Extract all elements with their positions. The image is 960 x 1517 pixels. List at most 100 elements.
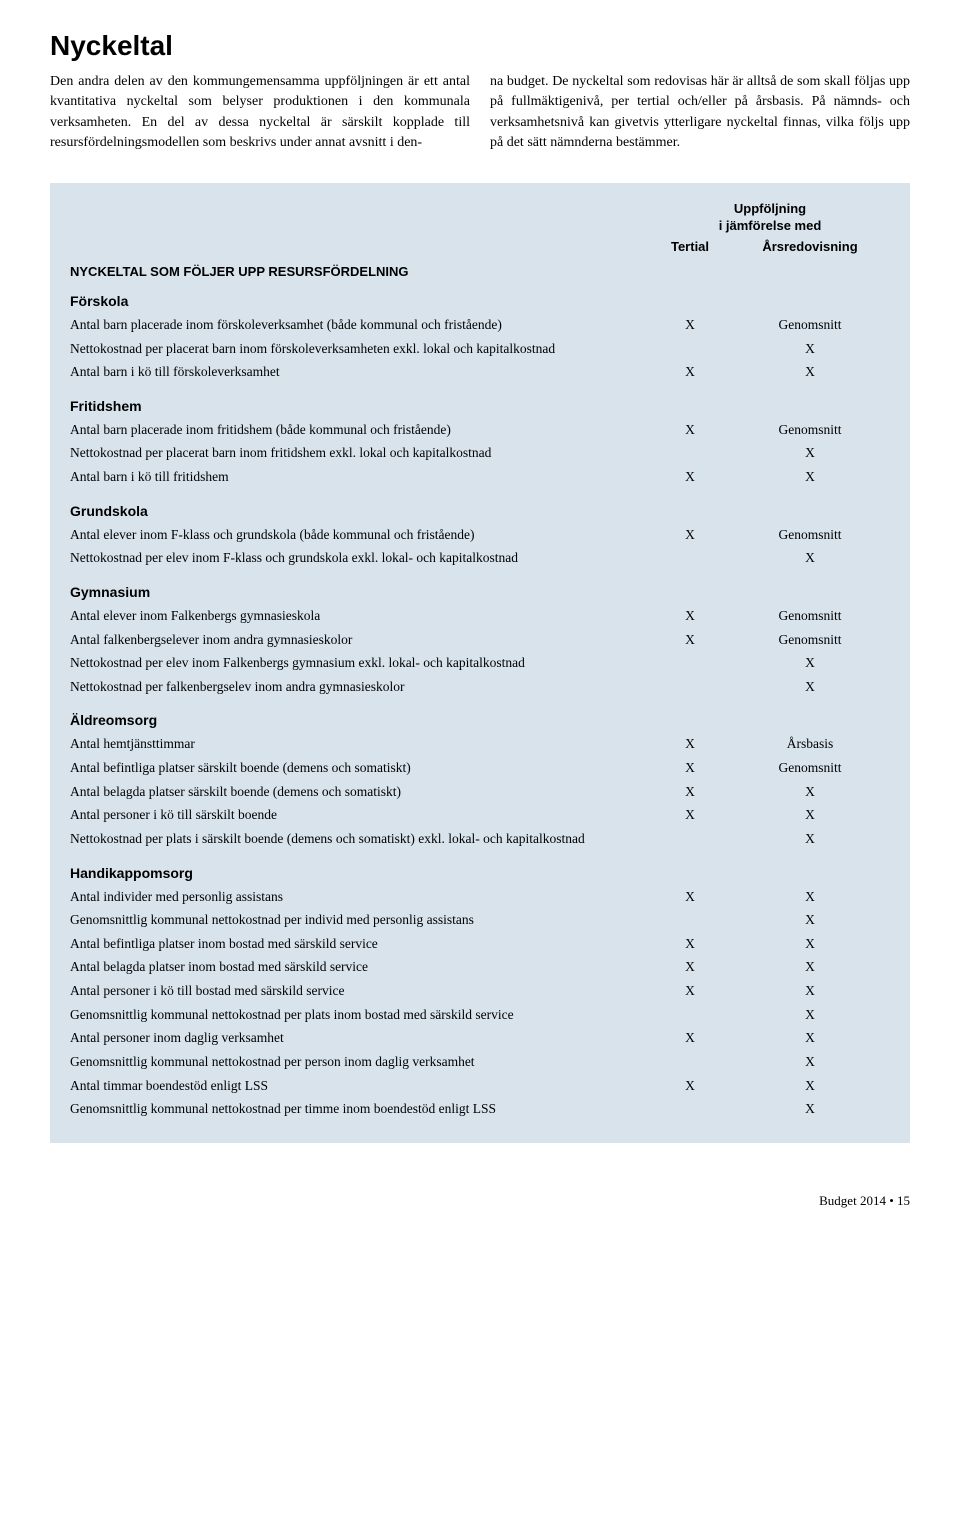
table-row: Antal hemtjänsttimmarXÅrsbasis [70, 732, 890, 756]
row-tertial: X [650, 523, 730, 547]
row-label: Antal barn placerade inom fritidshem (bå… [70, 418, 650, 442]
table-row: Genomsnittlig kommunal nettokostnad per … [70, 1050, 890, 1074]
row-label: Antal personer inom daglig verksamhet [70, 1026, 650, 1050]
row-label: Antal personer i kö till särskilt boende [70, 803, 650, 827]
row-tertial: X [650, 360, 730, 384]
row-tertial: X [650, 1074, 730, 1098]
row-arsred: X [730, 932, 890, 956]
row-label: Antal personer i kö till bostad med särs… [70, 979, 650, 1003]
row-label: Antal timmar boendestöd enligt LSS [70, 1074, 650, 1098]
table-row: Antal timmar boendestöd enligt LSSXX [70, 1074, 890, 1098]
group-title: Förskola [70, 293, 890, 309]
row-tertial: X [650, 803, 730, 827]
table-subheader-row: Tertial Årsredovisning [70, 239, 890, 254]
table-row: Antal falkenbergselever inom andra gymna… [70, 628, 890, 652]
table-row: Genomsnittlig kommunal nettokostnad per … [70, 1003, 890, 1027]
row-arsred: X [730, 885, 890, 909]
row-label: Antal hemtjänsttimmar [70, 732, 650, 756]
col-header-arsred: Årsredovisning [730, 239, 890, 254]
table-row: Nettokostnad per placerat barn inom frit… [70, 441, 890, 465]
groups-container: Förskola Antal barn placerade inom försko… [70, 293, 890, 1121]
col-header-tertial: Tertial [650, 239, 730, 254]
row-arsred: Genomsnitt [730, 756, 890, 780]
row-label: Nettokostnad per elev inom F-klass och g… [70, 546, 650, 570]
row-arsred: X [730, 1003, 890, 1027]
row-arsred: X [730, 441, 890, 465]
table-row: Antal befintliga platser inom bostad med… [70, 932, 890, 956]
row-arsred: Genomsnitt [730, 313, 890, 337]
table-row: Antal barn placerade inom fritidshem (bå… [70, 418, 890, 442]
page-title: Nyckeltal [50, 30, 910, 62]
table-row: Nettokostnad per plats i särskilt boende… [70, 827, 890, 851]
row-arsred: X [730, 908, 890, 932]
row-label: Antal elever inom Falkenbergs gymnasiesk… [70, 604, 650, 628]
row-label: Antal elever inom F-klass och grundskola… [70, 523, 650, 547]
row-arsred: X [730, 979, 890, 1003]
page-footer: Budget 2014 • 15 [50, 1193, 910, 1209]
row-arsred: Årsbasis [730, 732, 890, 756]
row-arsred: X [730, 1074, 890, 1098]
table-row: Antal personer inom daglig verksamhetXX [70, 1026, 890, 1050]
row-arsred: X [730, 360, 890, 384]
row-label: Antal barn placerade inom förskoleverksa… [70, 313, 650, 337]
intro-col-right: na budget. De nyckeltal som redovisas hä… [490, 72, 910, 153]
row-label: Antal belagda platser inom bostad med sä… [70, 955, 650, 979]
row-label: Nettokostnad per elev inom Falkenbergs g… [70, 651, 650, 675]
group-title: Grundskola [70, 503, 890, 519]
row-tertial: X [650, 1026, 730, 1050]
table-row: Antal elever inom Falkenbergs gymnasiesk… [70, 604, 890, 628]
row-arsred: X [730, 780, 890, 804]
table-row: Nettokostnad per elev inom F-klass och g… [70, 546, 890, 570]
row-arsred: X [730, 465, 890, 489]
group-title: Handikappomsorg [70, 865, 890, 881]
row-label: Antal befintliga platser särskilt boende… [70, 756, 650, 780]
row-tertial: X [650, 418, 730, 442]
table-row: Antal personer i kö till särskilt boende… [70, 803, 890, 827]
row-tertial: X [650, 756, 730, 780]
table-row: Antal belagda platser inom bostad med sä… [70, 955, 890, 979]
row-label: Antal belagda platser särskilt boende (d… [70, 780, 650, 804]
row-arsred: Genomsnitt [730, 604, 890, 628]
row-arsred: Genomsnitt [730, 418, 890, 442]
table-row: Antal belagda platser särskilt boende (d… [70, 780, 890, 804]
row-label: Antal befintliga platser inom bostad med… [70, 932, 650, 956]
nyckeltal-table: Uppföljning i jämförelse med Tertial Års… [50, 183, 910, 1143]
row-label: Antal falkenbergselever inom andra gymna… [70, 628, 650, 652]
row-arsred: Genomsnitt [730, 523, 890, 547]
table-row: Nettokostnad per elev inom Falkenbergs g… [70, 651, 890, 675]
row-tertial: X [650, 465, 730, 489]
row-label: Nettokostnad per falkenbergselev inom an… [70, 675, 650, 699]
row-label: Antal individer med personlig assistans [70, 885, 650, 909]
row-arsred: X [730, 955, 890, 979]
row-tertial: X [650, 955, 730, 979]
row-tertial: X [650, 313, 730, 337]
row-arsred: X [730, 827, 890, 851]
row-label: Genomsnittlig kommunal nettokostnad per … [70, 1097, 650, 1121]
row-arsred: X [730, 1026, 890, 1050]
row-label: Antal barn i kö till förskoleverksamhet [70, 360, 650, 384]
row-label: Genomsnittlig kommunal nettokostnad per … [70, 1050, 650, 1074]
row-tertial: X [650, 932, 730, 956]
row-tertial: X [650, 628, 730, 652]
row-label: Genomsnittlig kommunal nettokostnad per … [70, 1003, 650, 1027]
header-group-label: Uppföljning i jämförelse med [650, 201, 890, 235]
table-row: Antal personer i kö till bostad med särs… [70, 979, 890, 1003]
row-label: Genomsnittlig kommunal nettokostnad per … [70, 908, 650, 932]
row-label: Nettokostnad per placerat barn inom förs… [70, 337, 650, 361]
table-row: Antal individer med personlig assistansX… [70, 885, 890, 909]
row-arsred: X [730, 675, 890, 699]
table-row: Genomsnittlig kommunal nettokostnad per … [70, 908, 890, 932]
intro-columns: Den andra delen av den kommungemensamma … [50, 72, 910, 153]
row-arsred: X [730, 651, 890, 675]
table-row: Nettokostnad per falkenbergselev inom an… [70, 675, 890, 699]
table-row: Antal barn placerade inom förskoleverksa… [70, 313, 890, 337]
row-label: Nettokostnad per placerat barn inom frit… [70, 441, 650, 465]
table-row: Genomsnittlig kommunal nettokostnad per … [70, 1097, 890, 1121]
table-header-group-row: Uppföljning i jämförelse med [70, 201, 890, 235]
group-title: Gymnasium [70, 584, 890, 600]
group-title: Äldreomsorg [70, 712, 890, 728]
table-row: Antal barn i kö till förskoleverksamhetX… [70, 360, 890, 384]
row-label: Nettokostnad per plats i särskilt boende… [70, 827, 650, 851]
row-tertial: X [650, 885, 730, 909]
table-row: Nettokostnad per placerat barn inom förs… [70, 337, 890, 361]
